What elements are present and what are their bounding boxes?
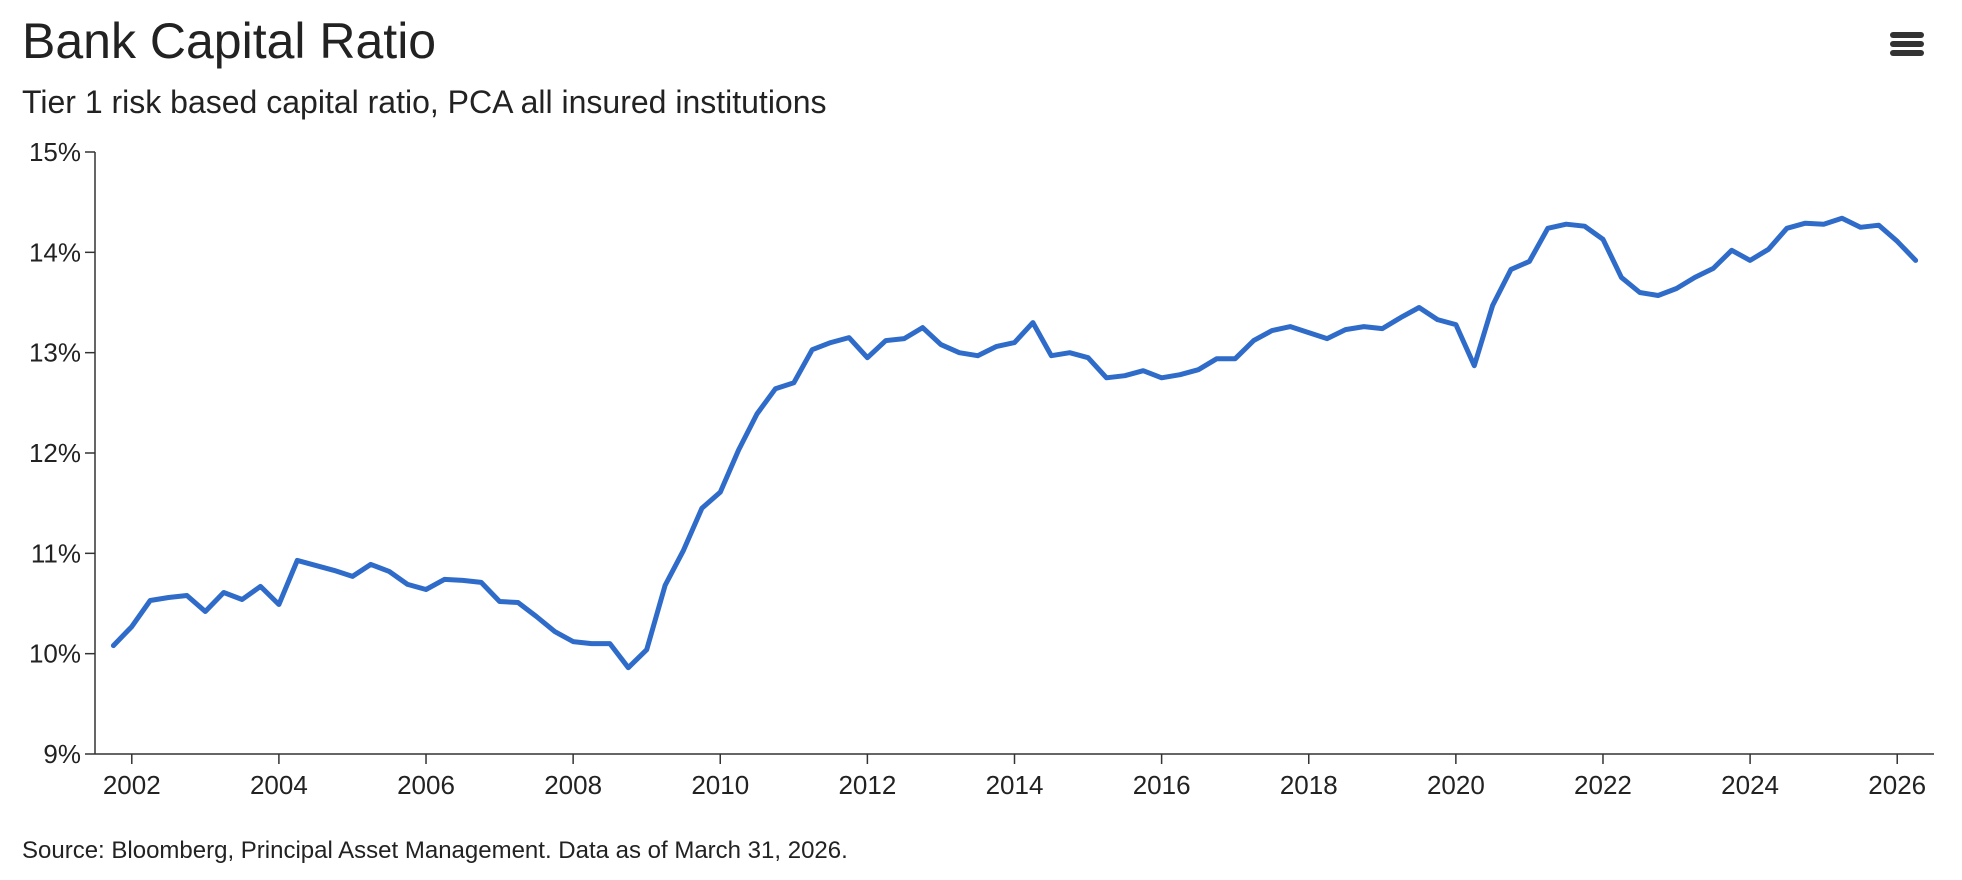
y-tick-label: 9% [43, 739, 81, 769]
x-tick-label: 2026 [1868, 770, 1926, 800]
chart-menu-button[interactable] [1888, 26, 1928, 62]
series-line [110, 215, 1919, 671]
x-tick-label: 2020 [1427, 770, 1485, 800]
x-tick-label: 2006 [397, 770, 455, 800]
hamburger-menu-icon [1888, 26, 1928, 62]
source-note: Source: Bloomberg, Principal Asset Manag… [22, 837, 848, 864]
chart-subtitle: Tier 1 risk based capital ratio, PCA all… [22, 84, 827, 120]
x-tick-label: 2002 [103, 770, 161, 800]
y-tick-label: 14% [29, 237, 81, 267]
x-tick-label: 2004 [250, 770, 308, 800]
x-tick-label: 2018 [1280, 770, 1338, 800]
y-tick-label: 10% [29, 639, 81, 669]
x-tick-label: 2022 [1574, 770, 1632, 800]
y-tick-label: 12% [29, 438, 81, 468]
y-tick-label: 11% [31, 538, 81, 568]
x-tick-label: 2014 [986, 770, 1044, 800]
x-tick-label: 2016 [1133, 770, 1191, 800]
x-axis: 2002 2004 2006 2008 2010 2012 2014 2016 2018 2020… [95, 753, 1934, 800]
y-axis: 9% 10% 11% 12% 13% 14% 15% [29, 137, 96, 769]
y-tick-label: 13% [29, 338, 81, 368]
x-tick-label: 2010 [691, 770, 749, 800]
chart-title: Bank Capital Ratio [22, 13, 437, 69]
series-group [110, 215, 1919, 671]
x-tick-label: 2008 [544, 770, 602, 800]
x-tick-label: 2024 [1721, 770, 1779, 800]
y-tick-label: 15% [29, 137, 81, 167]
x-tick-label: 2012 [838, 770, 896, 800]
